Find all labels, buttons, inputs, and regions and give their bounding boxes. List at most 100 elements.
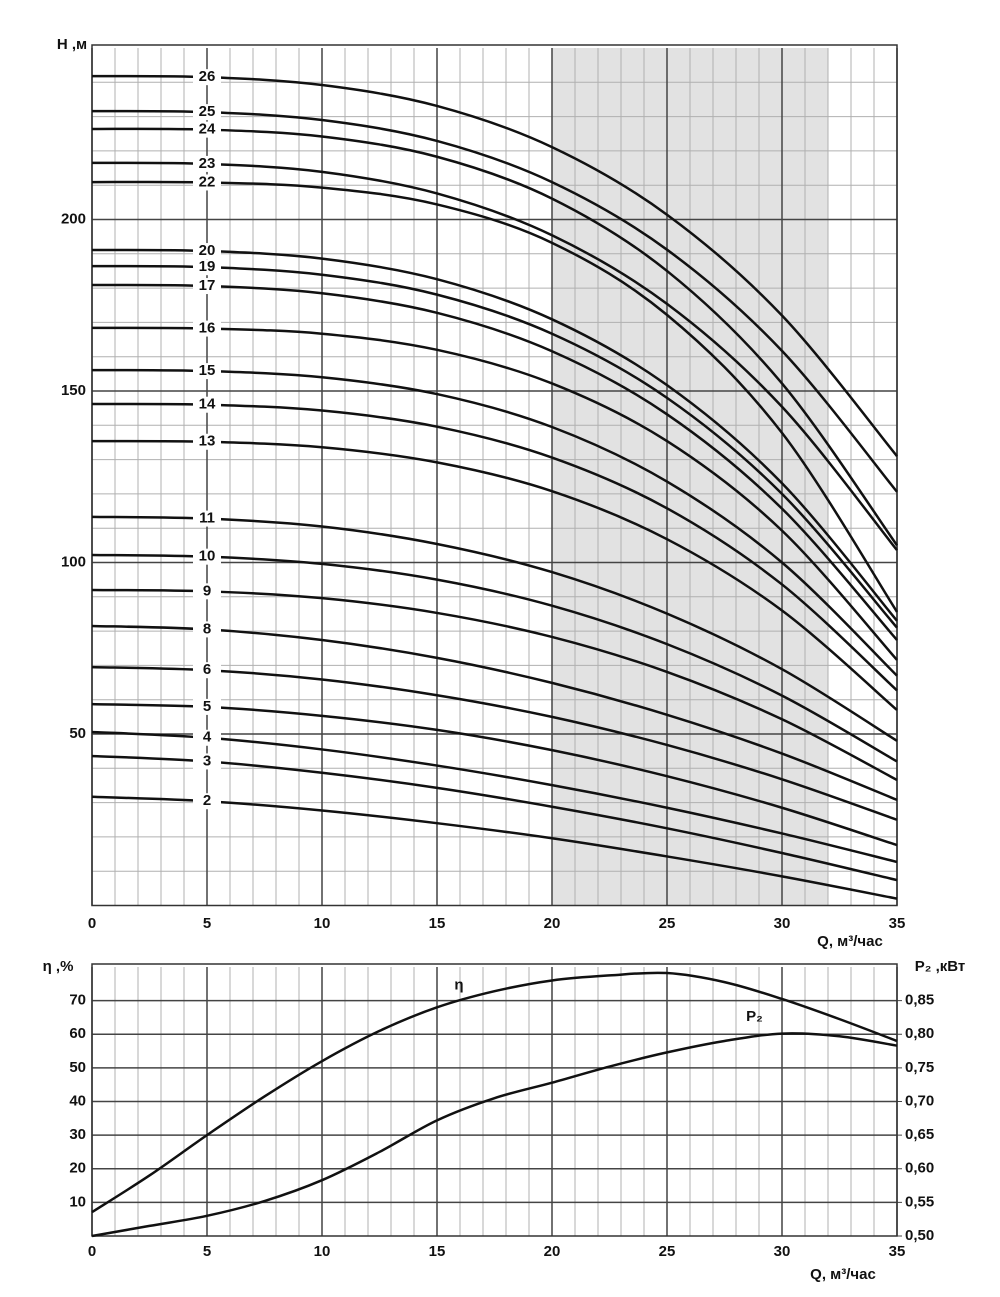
- curve: [91, 180, 899, 613]
- curve: [91, 553, 898, 763]
- curve-label: 8: [203, 620, 211, 637]
- x-tick-label: 25: [659, 915, 676, 932]
- curve: [91, 283, 898, 641]
- label-bg: [193, 121, 221, 138]
- curve: [91, 439, 898, 711]
- label-bg: [193, 621, 221, 638]
- curve-label: 20: [199, 242, 216, 259]
- x-tick-label: 30: [774, 915, 791, 932]
- label-bg: [193, 793, 221, 810]
- x-tick-label: 5: [203, 915, 211, 932]
- curve-label: 3: [203, 752, 211, 769]
- plot-frame: [91, 44, 898, 907]
- curve-label: 14: [199, 396, 216, 413]
- curve-label: 6: [203, 661, 211, 678]
- curve-label: 4: [203, 729, 212, 746]
- curve: [91, 368, 898, 677]
- curve-label: 26: [199, 68, 216, 85]
- y-tick-label: 150: [61, 382, 86, 399]
- x-tick-label: 30: [774, 1243, 791, 1260]
- curve: [91, 74, 898, 457]
- curve-label: 10: [199, 548, 216, 565]
- label-bg: [193, 363, 221, 380]
- y2-tick-label: 0,75: [905, 1059, 934, 1076]
- plot-frame: [91, 963, 898, 1237]
- label-bg: [193, 698, 221, 715]
- y2-tick-label: 0,80: [905, 1025, 934, 1042]
- x-tick-label: 10: [314, 1243, 331, 1260]
- curve-label: 13: [199, 433, 216, 450]
- curve-label: 16: [199, 320, 216, 337]
- x-tick-label: 5: [203, 1243, 211, 1260]
- x-tick-label: 15: [429, 915, 446, 932]
- label-bg: [193, 278, 221, 295]
- curve: [91, 264, 898, 629]
- curve: [91, 161, 898, 551]
- curve-label: 24: [199, 121, 216, 138]
- label-bg: [193, 583, 221, 600]
- y-tick-label: 40: [69, 1092, 86, 1109]
- curve: [91, 515, 898, 742]
- curve-label: 23: [199, 155, 216, 172]
- label-bg: [193, 662, 221, 679]
- y-tick-label: 50: [69, 725, 86, 742]
- series-label: P₂: [746, 1008, 763, 1025]
- curve: [91, 624, 898, 802]
- x-tick-label: 0: [88, 1243, 96, 1260]
- label-bg: [193, 729, 221, 746]
- label-bg: [193, 433, 221, 450]
- y-axis-label: η ,%: [43, 958, 74, 975]
- label-bg: [193, 104, 221, 121]
- label-bg: [193, 548, 221, 565]
- y2-tick-label: 0,60: [905, 1160, 934, 1177]
- curve: [91, 1032, 898, 1238]
- y-tick-label: 50: [69, 1059, 86, 1076]
- curve-label: 17: [199, 277, 216, 294]
- label-bg: [193, 753, 221, 770]
- curve: [91, 326, 898, 661]
- curve-label: 25: [199, 103, 216, 120]
- y2-tick-label: 0,55: [905, 1193, 934, 1210]
- y2-tick-label: 0,50: [905, 1227, 934, 1244]
- label-bg: [193, 259, 221, 276]
- y2-tick-label: 0,85: [905, 992, 934, 1009]
- y-tick-label: 30: [69, 1126, 86, 1143]
- curve-label: 11: [199, 510, 215, 527]
- x-tick-label: 15: [429, 1243, 446, 1260]
- label-bg: [193, 510, 221, 527]
- curve: [91, 588, 898, 782]
- curve: [91, 127, 899, 547]
- curve-label: 9: [203, 582, 211, 599]
- y-tick-label: 100: [61, 553, 86, 570]
- curve-label: 19: [199, 258, 216, 275]
- x-tick-label: 10: [314, 915, 331, 932]
- y-axis-label: Н ,м: [57, 36, 87, 53]
- y-tick-label: 10: [69, 1193, 86, 1210]
- curve-label: 2: [203, 792, 211, 809]
- curve: [91, 248, 898, 622]
- x-axis-label: Q, м³/час: [817, 933, 883, 950]
- y-tick-label: 200: [61, 210, 86, 227]
- label-bg: [193, 396, 221, 413]
- y2-tick-label: 0,70: [905, 1092, 934, 1109]
- label-bg: [193, 155, 221, 172]
- curve: [91, 402, 898, 692]
- label-bg: [193, 174, 221, 191]
- curve-label: 22: [199, 173, 216, 190]
- x-tick-label: 20: [544, 915, 561, 932]
- curve-label: 15: [199, 362, 216, 379]
- x-tick-label: 0: [88, 915, 96, 932]
- y-tick-label: 60: [69, 1025, 86, 1042]
- x-tick-label: 20: [544, 1243, 561, 1260]
- x-tick-label: 35: [889, 915, 906, 932]
- series-label: η: [454, 976, 463, 993]
- x-tick-label: 25: [659, 1243, 676, 1260]
- label-bg: [193, 69, 221, 86]
- label-bg: [193, 243, 221, 260]
- x-tick-label: 35: [889, 1243, 906, 1260]
- y2-tick-label: 0,65: [905, 1126, 934, 1143]
- curve: [91, 971, 898, 1214]
- curve: [91, 109, 898, 493]
- curve-label: 5: [203, 698, 211, 715]
